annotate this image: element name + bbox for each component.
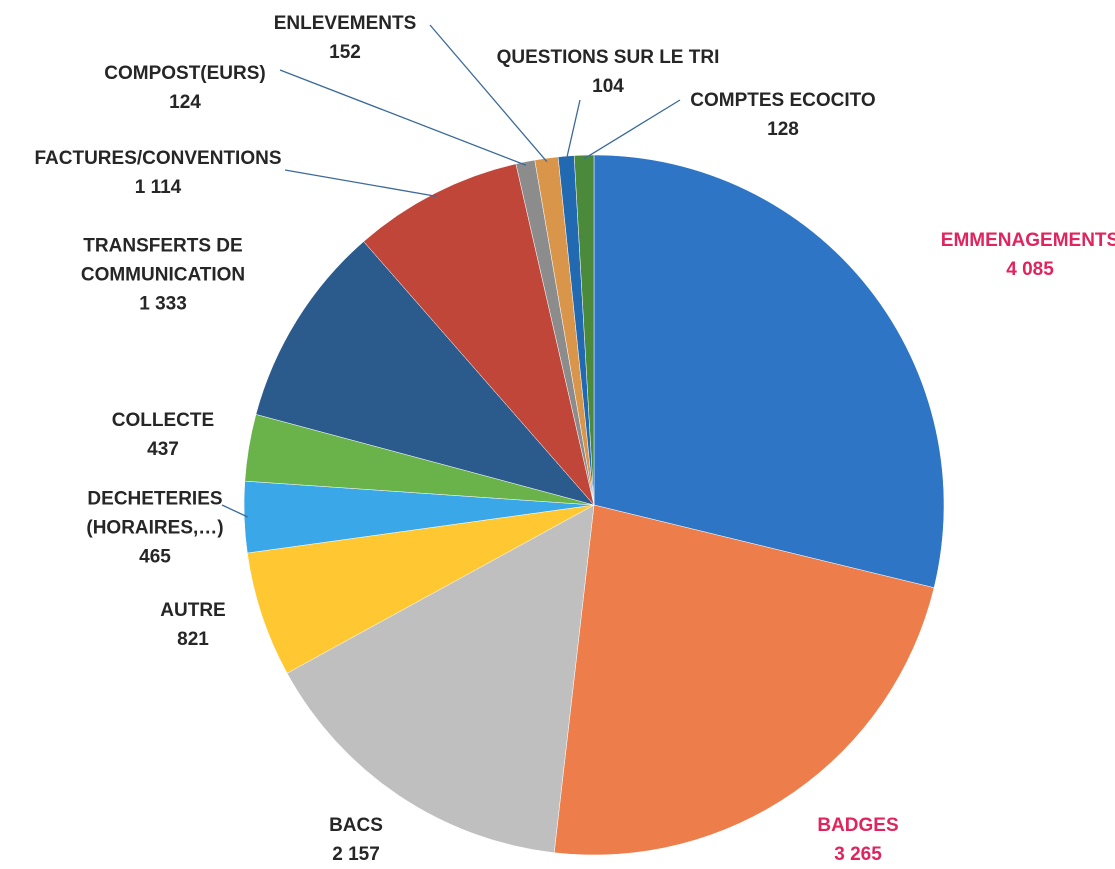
category-label: COMPTES ECOCITO xyxy=(690,90,876,111)
category-label: FACTURES/CONVENTIONS xyxy=(34,148,282,169)
leader-line xyxy=(429,24,548,163)
category-label: AUTRE xyxy=(160,600,226,621)
slice-label: COLLECTE 437 xyxy=(63,406,263,464)
slice-label: FACTURES/CONVENTIONS 1 114 xyxy=(0,144,318,202)
slice-label: BACS 2 157 xyxy=(256,811,456,869)
category-label: TRANSFERTS DE COMMUNICATION xyxy=(80,235,246,286)
pie-slice xyxy=(573,154,595,506)
category-label: DECHETERIES (HORAIRES,…) xyxy=(86,488,224,539)
slice-label: EMMENAGEMENTS 4 085 xyxy=(900,226,1115,284)
category-label: COLLECTE xyxy=(111,410,215,431)
category-label: COMPOST(EURS) xyxy=(104,63,266,84)
pie-slice xyxy=(553,504,935,856)
category-label: ENLEVEMENTS xyxy=(273,13,417,34)
value-label: 4 085 xyxy=(1006,259,1054,280)
value-label: 465 xyxy=(139,546,171,568)
leader-line xyxy=(221,504,248,518)
leader-line xyxy=(279,69,527,166)
leader-line xyxy=(565,99,581,160)
leader-line xyxy=(284,169,437,197)
value-label: 104 xyxy=(592,76,624,97)
slice-label: COMPTES ECOCITO 128 xyxy=(653,86,913,144)
value-label: 1 333 xyxy=(139,293,187,315)
category-label: BADGES xyxy=(817,815,899,836)
slice-label: DECHETERIES (HORAIRES,…) 465 xyxy=(60,485,250,572)
category-label: EMMENAGEMENTS xyxy=(940,230,1115,251)
slice-label: ENLEVEMENTS 152 xyxy=(225,9,465,67)
value-label: 3 265 xyxy=(834,844,882,865)
pie-slice xyxy=(255,241,595,506)
pie-slice xyxy=(593,154,945,589)
value-label: 821 xyxy=(177,629,209,650)
slice-label: TRANSFERTS DE COMMUNICATION 1 333 xyxy=(43,232,283,319)
value-label: 128 xyxy=(767,119,799,140)
leader-line xyxy=(583,99,681,160)
value-label: 1 114 xyxy=(134,177,182,198)
category-label: QUESTIONS SUR LE TRI xyxy=(496,47,720,68)
pie-slice xyxy=(363,163,595,506)
value-label: 437 xyxy=(147,439,179,460)
category-label: BACS xyxy=(329,815,383,836)
value-label: 124 xyxy=(169,92,201,113)
pie-slice xyxy=(247,504,595,674)
slice-label: COMPOST(EURS) 124 xyxy=(65,59,305,117)
pie-slice xyxy=(286,504,595,854)
value-label: 152 xyxy=(329,42,361,63)
slice-label: AUTRE 821 xyxy=(93,596,293,654)
slice-label: QUESTIONS SUR LE TRI 104 xyxy=(468,43,748,101)
value-label: 2 157 xyxy=(332,844,380,865)
slice-label: BADGES 3 265 xyxy=(758,811,958,869)
